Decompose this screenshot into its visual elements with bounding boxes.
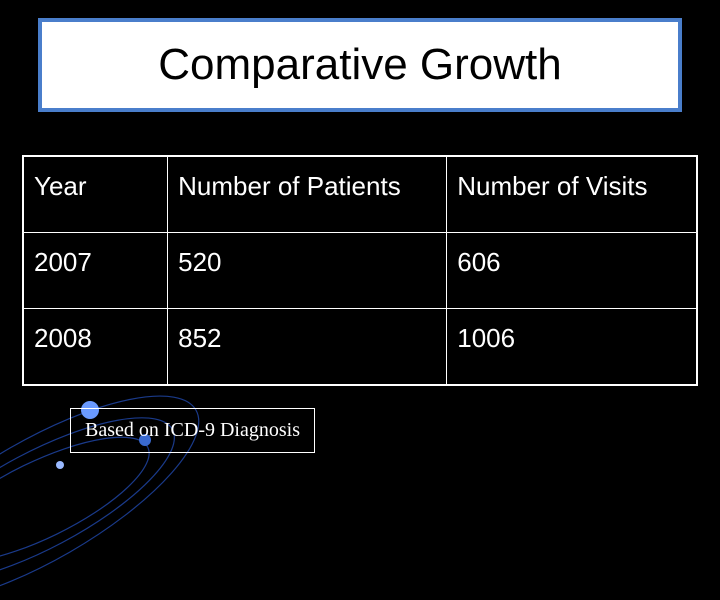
cell-visits: 1006 <box>447 309 697 386</box>
cell-year: 2007 <box>23 233 168 309</box>
table-row: 2008 852 1006 <box>23 309 697 386</box>
col-header-visits: Number of Visits <box>447 156 697 233</box>
table-row: 2007 520 606 <box>23 233 697 309</box>
col-header-patients: Number of Patients <box>168 156 447 233</box>
footnote-box: Based on ICD-9 Diagnosis <box>70 408 315 453</box>
slide-title: Comparative Growth <box>158 40 561 90</box>
col-header-year: Year <box>23 156 168 233</box>
table-header-row: Year Number of Patients Number of Visits <box>23 156 697 233</box>
title-box: Comparative Growth <box>38 18 682 112</box>
cell-year: 2008 <box>23 309 168 386</box>
cell-visits: 606 <box>447 233 697 309</box>
cell-patients: 520 <box>168 233 447 309</box>
growth-table: Year Number of Patients Number of Visits… <box>22 155 698 386</box>
footnote-text: Based on ICD-9 Diagnosis <box>85 419 300 441</box>
cell-patients: 852 <box>168 309 447 386</box>
